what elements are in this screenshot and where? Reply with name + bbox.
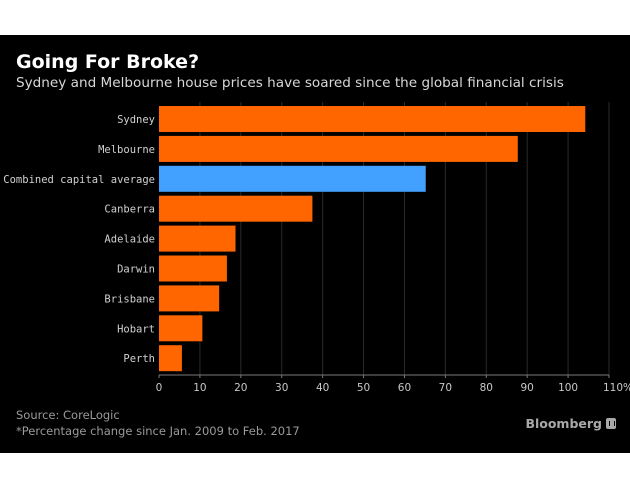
category-label: Hobart xyxy=(117,323,155,335)
chart-subtitle: Sydney and Melbourne house prices have s… xyxy=(16,75,564,91)
chart-title: Going For Broke? xyxy=(16,51,200,73)
x-axis: 0 10 20 30 40 50 60 70 80 90 100 110% xyxy=(156,374,630,394)
category-label: Canberra xyxy=(104,204,155,216)
footnote: *Percentage change since Jan. 2009 to Fe… xyxy=(16,424,300,438)
bars xyxy=(159,106,586,372)
category-label: Sydney xyxy=(117,114,155,126)
x-tick-label: 10 xyxy=(193,382,206,394)
bar-perth xyxy=(159,345,182,372)
category-label: Brisbane xyxy=(104,293,155,305)
category-label: Darwin xyxy=(117,264,155,276)
bar-combined-capital-average xyxy=(159,165,426,192)
bar-hobart xyxy=(159,315,203,342)
bar-darwin xyxy=(159,255,227,282)
source-note: Source: CoreLogic xyxy=(16,408,120,422)
bloomberg-icon xyxy=(606,418,616,429)
bar-chart: Sydney Melbourne Combined capital average C… xyxy=(3,102,630,394)
x-tick-label: 0 xyxy=(156,382,163,394)
x-tick-label: 100 xyxy=(558,382,578,394)
bar-canberra xyxy=(159,195,313,222)
chart-panel: Going For Broke? Sydney and Melbourne ho… xyxy=(0,35,630,453)
x-tick-label: 60 xyxy=(398,382,411,394)
bar-brisbane xyxy=(159,285,220,312)
category-label: Melbourne xyxy=(98,144,155,156)
x-tick-label: 90 xyxy=(520,382,533,394)
brand-name: Bloomberg xyxy=(525,416,602,431)
category-label: Combined capital average xyxy=(3,174,155,186)
x-tick-label: 40 xyxy=(316,382,329,394)
x-tick-label: 70 xyxy=(439,382,452,394)
bar-sydney xyxy=(159,106,586,132)
x-tick-label: 20 xyxy=(234,382,247,394)
bar-melbourne xyxy=(159,135,518,162)
x-tick-label: 110% xyxy=(603,382,630,394)
bar-adelaide xyxy=(159,225,236,252)
x-tick-label: 80 xyxy=(480,382,493,394)
x-tick-label: 50 xyxy=(357,382,370,394)
category-label: Perth xyxy=(123,353,155,365)
category-labels: Sydney Melbourne Combined capital average C… xyxy=(3,114,155,365)
category-label: Adelaide xyxy=(104,234,155,246)
brand-logo: Bloomberg xyxy=(525,416,616,431)
x-tick-label: 30 xyxy=(275,382,288,394)
